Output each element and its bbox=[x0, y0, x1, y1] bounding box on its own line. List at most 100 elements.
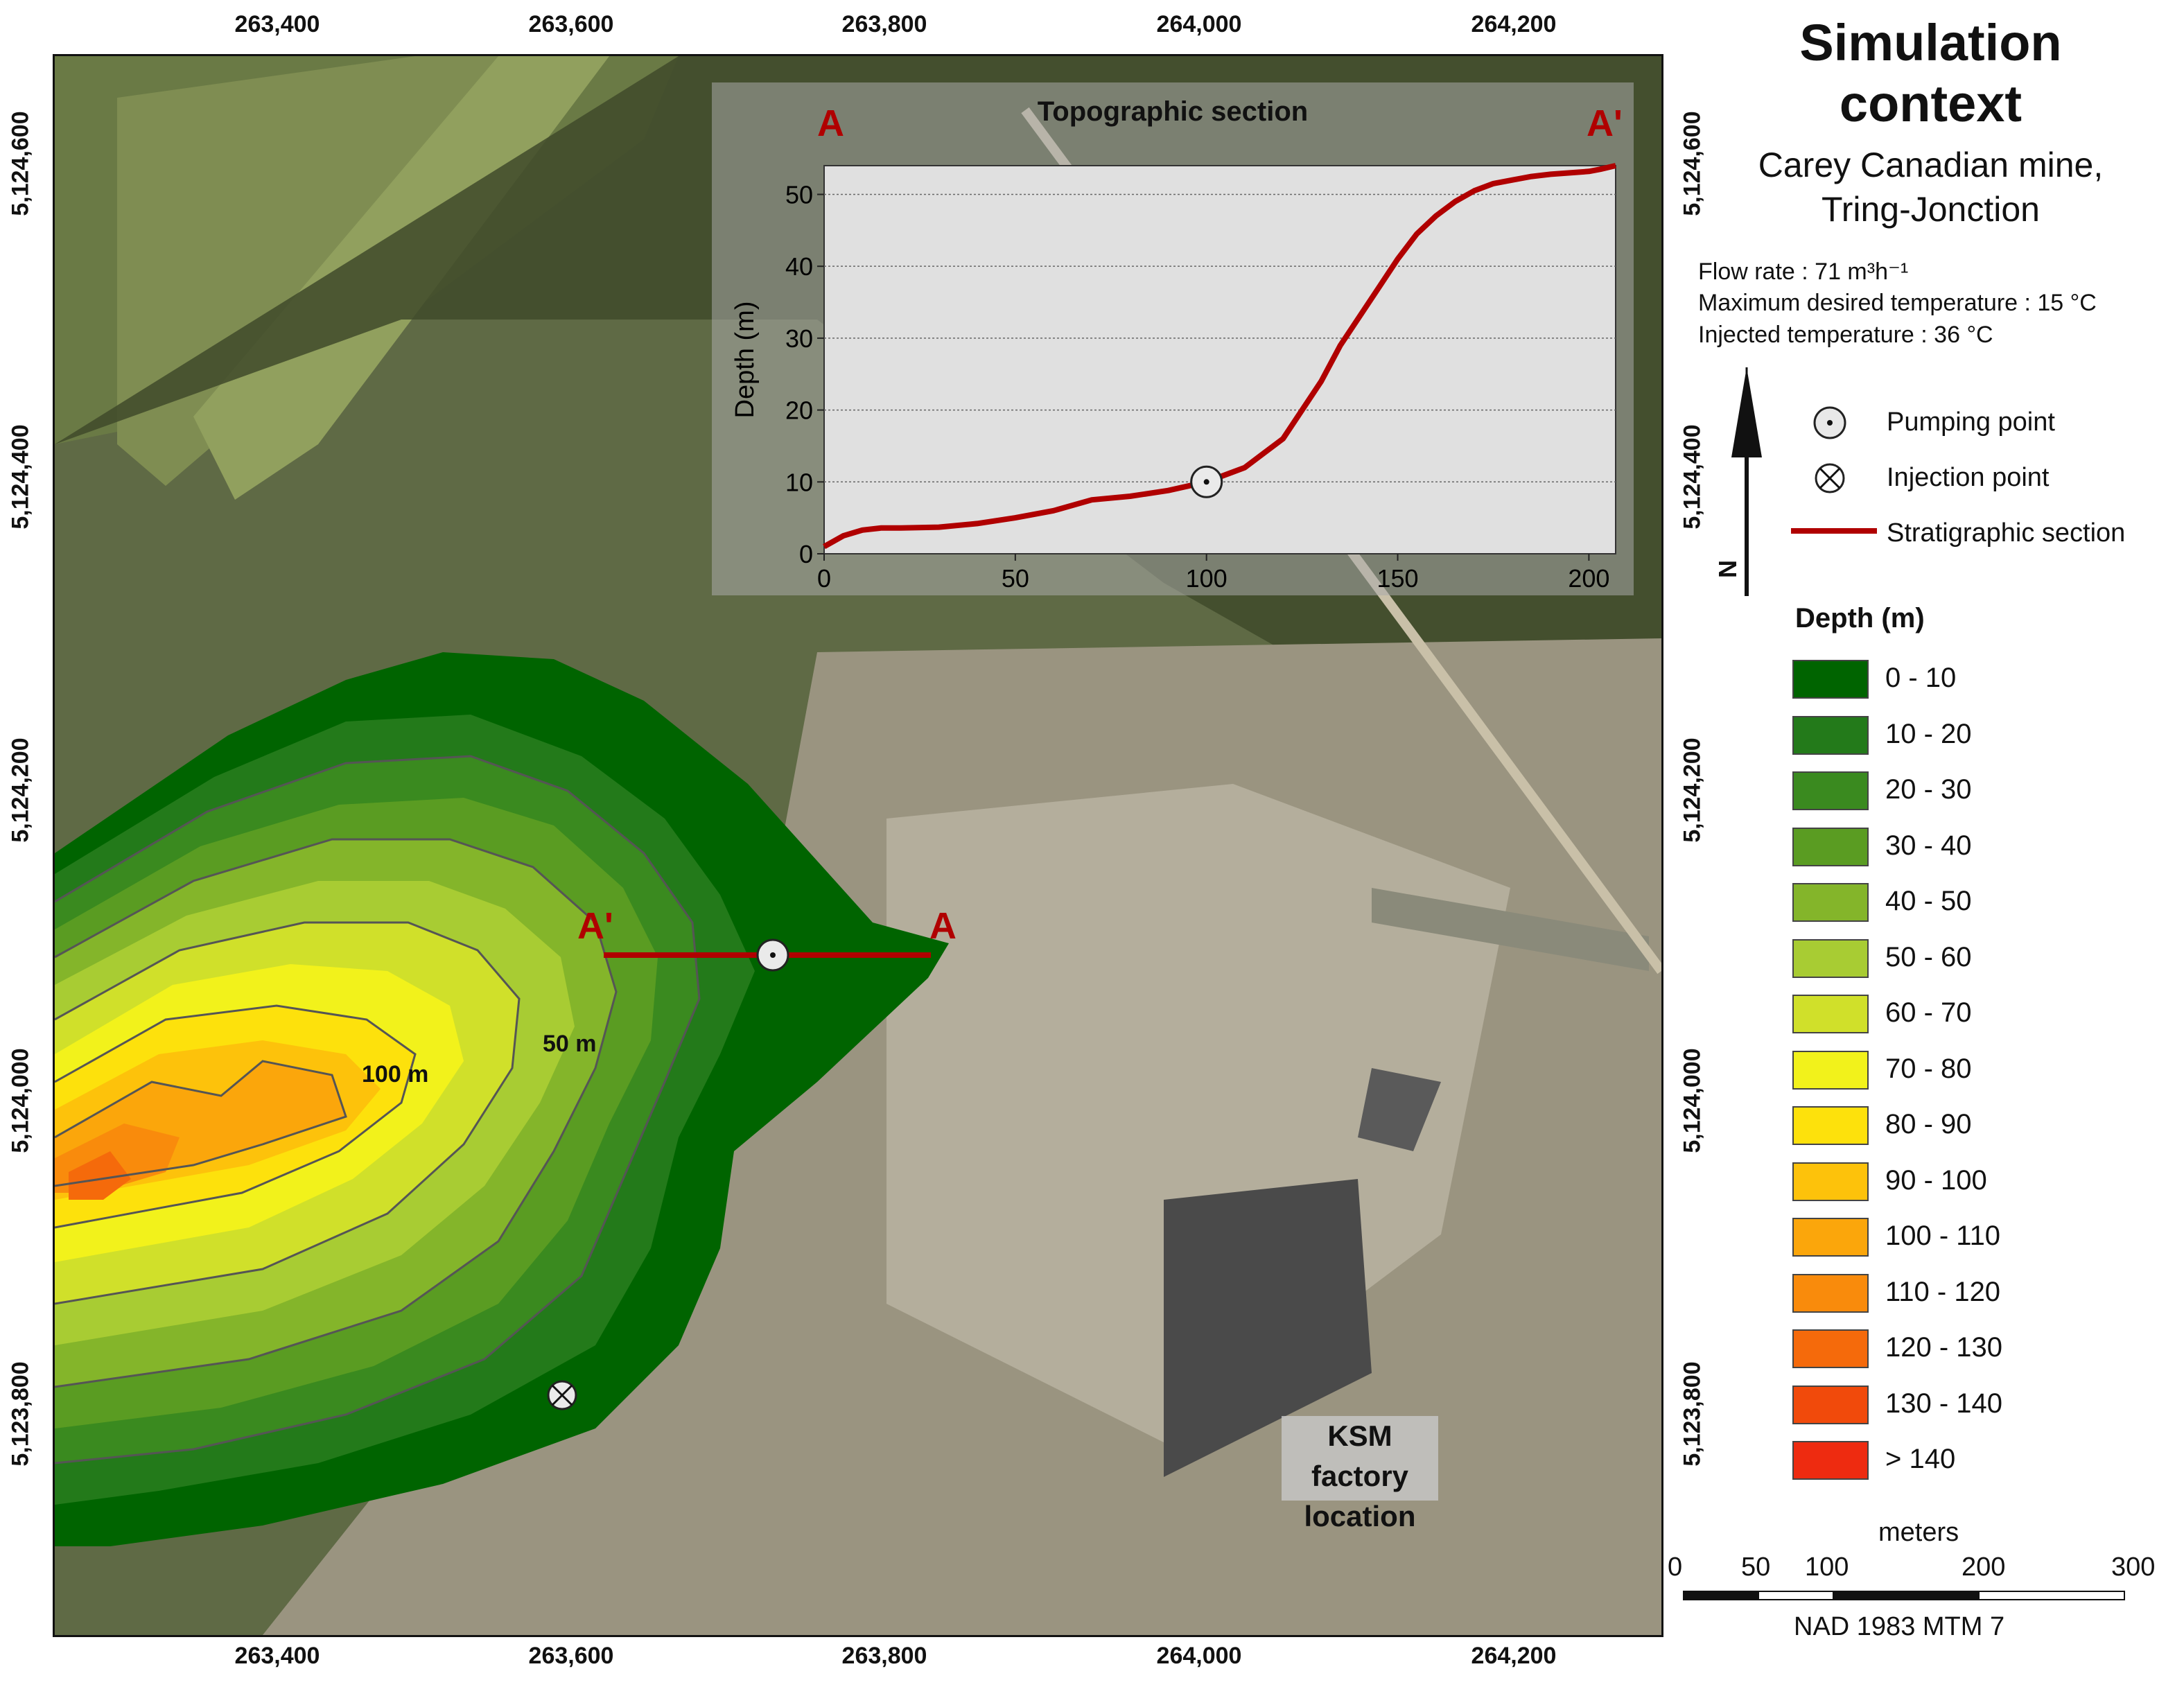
depth-swatch-5 bbox=[1792, 938, 1869, 978]
map-frame[interactable]: A' A 100 m 50 m KSM factory location Top… bbox=[53, 54, 1663, 1637]
plot-area bbox=[823, 165, 1616, 554]
depth-swatch-3 bbox=[1792, 827, 1869, 866]
contour-label-50: 50 m bbox=[543, 1031, 597, 1057]
section-chart: 01020304050050100150200Distance (m)Depth… bbox=[731, 163, 1616, 593]
x-tick-top-3: 264,000 bbox=[1156, 11, 1242, 37]
y-tick-label-0: 0 bbox=[799, 540, 813, 568]
map-pumping-point[interactable] bbox=[756, 938, 789, 972]
depth-swatch-8 bbox=[1792, 1106, 1869, 1145]
depth-swatch-label-9: 90 - 100 bbox=[1885, 1164, 1987, 1196]
x-tick-top-1: 263,600 bbox=[528, 11, 614, 37]
map-label-a: A bbox=[929, 905, 956, 947]
scale-tick-100: 100 bbox=[1805, 1553, 1849, 1582]
y-tick-left-4-text: 5,123,800 bbox=[7, 1361, 34, 1467]
y-tick-label-3: 30 bbox=[785, 324, 813, 353]
y-tick-label-1: 10 bbox=[785, 468, 813, 496]
north-arrow-icon bbox=[1731, 367, 1762, 596]
x-tick-label-1: 50 bbox=[1002, 564, 1029, 593]
x-tick-label-3: 150 bbox=[1377, 564, 1418, 593]
legend-section: Stratigraphic section bbox=[1887, 518, 2126, 548]
x-tick-bottom-0: 263,400 bbox=[234, 1643, 320, 1669]
building-2 bbox=[1358, 1068, 1441, 1151]
depth-swatch-label-3: 30 - 40 bbox=[1885, 830, 1972, 861]
map-injection-point[interactable] bbox=[547, 1380, 577, 1410]
depth-swatch-12 bbox=[1792, 1329, 1869, 1368]
legend-pumping: Pumping point bbox=[1887, 408, 2055, 437]
depth-swatch-label-5: 50 - 60 bbox=[1885, 941, 1972, 972]
ksm-line-2: location bbox=[1304, 1500, 1416, 1532]
inset-label-a-prime: A' bbox=[1587, 103, 1623, 144]
map-label-a-prime: A' bbox=[577, 905, 613, 947]
depth-legend-title: Depth (m) bbox=[1795, 603, 1925, 633]
param-max-temp: Maximum desired temperature : 15 °C bbox=[1698, 290, 2097, 316]
depth-swatch-label-0: 0 - 10 bbox=[1885, 663, 1957, 693]
depth-swatch-9 bbox=[1792, 1162, 1869, 1201]
topographic-section-inset: Topographic section A A' 0 10 20 30 40 50 0 50 1… bbox=[712, 82, 1634, 595]
depth-swatch-label-4: 40 - 50 bbox=[1885, 886, 1972, 916]
depth-swatch-6 bbox=[1792, 995, 1869, 1033]
scale-tick-200: 200 bbox=[1962, 1553, 2006, 1582]
depth-swatch-label-7: 70 - 80 bbox=[1885, 1053, 1972, 1084]
ksm-factory-label: KSM factory location bbox=[1282, 1416, 1438, 1532]
depth-swatch-1 bbox=[1792, 715, 1869, 755]
projection-label: NAD 1983 MTM 7 bbox=[1794, 1612, 2005, 1641]
depth-swatch-label-8: 80 - 90 bbox=[1885, 1109, 1972, 1139]
title-line-1: Simulation bbox=[1799, 14, 2062, 71]
depth-swatch-label-1: 10 - 20 bbox=[1885, 718, 1972, 749]
x-tick-top-0: 263,400 bbox=[234, 11, 320, 37]
scale-bar bbox=[1683, 1591, 2125, 1600]
depth-swatch-7 bbox=[1792, 1050, 1869, 1090]
scale-tick-50: 50 bbox=[1741, 1553, 1771, 1582]
x-tick-bottom-2: 263,800 bbox=[841, 1643, 927, 1669]
y-tick-left-3-text: 5,124,000 bbox=[7, 1048, 34, 1153]
title-line-2: context bbox=[1839, 75, 2023, 132]
factory-buildings bbox=[1164, 1179, 1372, 1477]
section-profile-line bbox=[823, 163, 1616, 550]
pumping-point-icon bbox=[1813, 406, 1846, 439]
x-tick-label-4: 200 bbox=[1568, 564, 1609, 593]
param-injected-temp: Injected temperature : 36 °C bbox=[1698, 322, 1993, 348]
contour-lines bbox=[55, 755, 701, 1465]
depth-swatch-label-2: 20 - 30 bbox=[1885, 774, 1972, 805]
depth-swatch-4 bbox=[1792, 883, 1869, 922]
x-tick-top-4: 264,200 bbox=[1471, 11, 1557, 37]
x-tick-label-0: 0 bbox=[817, 564, 831, 593]
depth-swatch-label-14: > 140 bbox=[1885, 1444, 1956, 1474]
ksm-line-1: KSM factory bbox=[1311, 1419, 1409, 1492]
depth-zone-120-130 bbox=[69, 1151, 131, 1200]
depth-swatch-0 bbox=[1792, 660, 1869, 699]
y-tick-label-4: 40 bbox=[785, 252, 813, 281]
depth-swatch-2 bbox=[1792, 771, 1869, 810]
legend-injection: Injection point bbox=[1887, 463, 2050, 492]
scale-unit: meters bbox=[1878, 1518, 1959, 1547]
x-tick-top-2: 263,800 bbox=[841, 11, 927, 37]
scale-tick-300: 300 bbox=[2111, 1553, 2156, 1582]
depth-swatch-label-12: 120 - 130 bbox=[1885, 1332, 2003, 1363]
north-label: N bbox=[1713, 560, 1742, 578]
inset-title: Topographic section bbox=[1037, 96, 1309, 127]
depth-swatch-10 bbox=[1792, 1218, 1869, 1257]
param-flow-rate: Flow rate : 71 m³h⁻¹ bbox=[1698, 259, 1909, 285]
map-title: Simulation context bbox=[1677, 12, 2184, 134]
depth-swatch-label-11: 110 - 120 bbox=[1885, 1276, 2001, 1307]
depth-swatch-14 bbox=[1792, 1441, 1869, 1480]
depth-swatch-label-10: 100 - 110 bbox=[1885, 1221, 2001, 1251]
subtitle-line-1: Carey Canadian mine, bbox=[1758, 146, 2104, 184]
y-axis-label: Depth (m) bbox=[731, 301, 760, 419]
scale-tick-0: 0 bbox=[1668, 1553, 1683, 1582]
depth-swatch-11 bbox=[1792, 1273, 1869, 1313]
y-tick-left-2-text: 5,124,200 bbox=[7, 737, 34, 843]
map-subtitle: Carey Canadian mine, Tring-Jonction bbox=[1677, 143, 2184, 231]
y-tick-label-5: 50 bbox=[785, 180, 813, 209]
y-tick-left-1-text: 5,124,400 bbox=[7, 424, 34, 530]
x-tick-bottom-1: 263,600 bbox=[528, 1643, 614, 1669]
section-line-icon bbox=[1791, 528, 1877, 534]
x-tick-label-2: 100 bbox=[1186, 564, 1228, 593]
depth-swatch-label-13: 130 - 140 bbox=[1885, 1388, 2003, 1419]
road bbox=[1372, 888, 1649, 971]
x-tick-bottom-3: 264,000 bbox=[1156, 1643, 1242, 1669]
inset-label-a: A bbox=[817, 103, 844, 144]
contour-label-100: 100 m bbox=[362, 1061, 429, 1087]
depth-swatch-label-6: 60 - 70 bbox=[1885, 997, 1972, 1028]
legend-panel: Simulation context Carey Canadian mine, … bbox=[1668, 0, 2184, 1687]
